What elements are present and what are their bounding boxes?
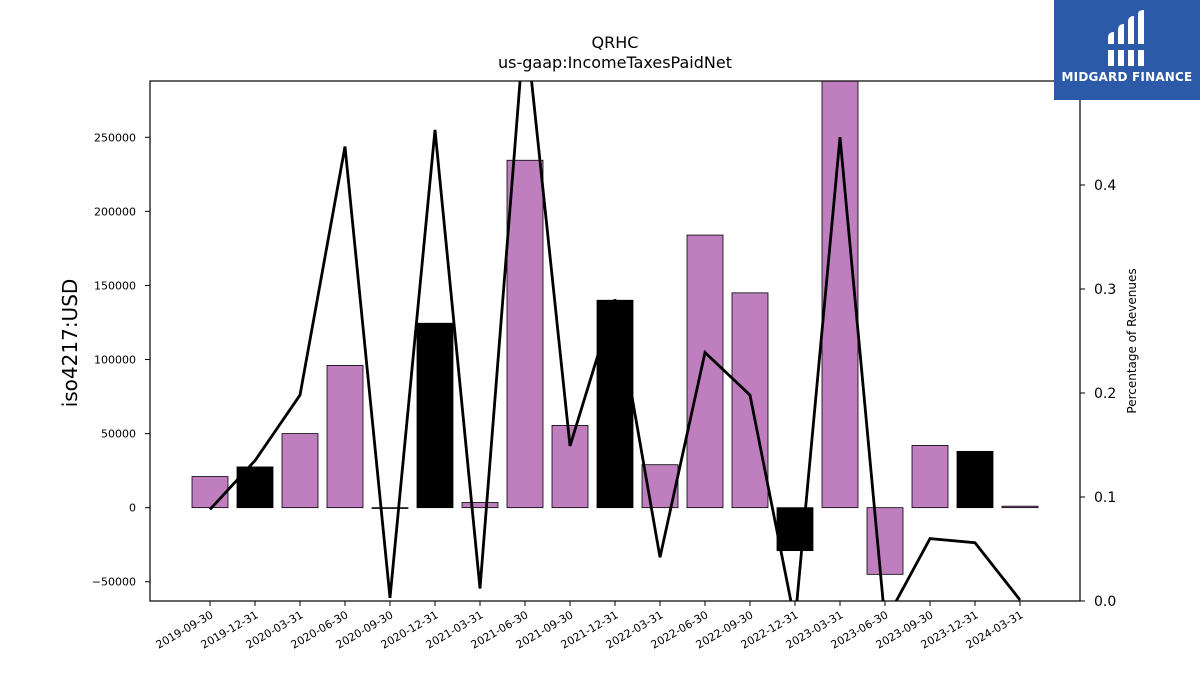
chart-title: QRHC <box>592 33 639 52</box>
bar-2020-06-30 <box>326 365 364 509</box>
y-tick-label: 50000 <box>101 428 136 441</box>
y-tick-label: 250000 <box>94 131 136 144</box>
y2-tick-label: 0.4 <box>1094 178 1116 194</box>
bar-2022-12-31 <box>776 507 814 552</box>
y2-tick-label: 0.2 <box>1094 386 1116 402</box>
bar-2019-09-30 <box>191 476 229 509</box>
bar-2022-06-30 <box>686 234 724 509</box>
y-tick-label: −50000 <box>92 576 136 589</box>
bar-2024-03-31 <box>1001 505 1039 509</box>
logo-text: MIDGARD FINANCE <box>1061 70 1193 84</box>
bar-2021-12-31 <box>596 299 634 509</box>
bar-2021-03-31 <box>461 502 499 509</box>
y-tick-label: 200000 <box>94 205 136 218</box>
y2-tick-label: 0.3 <box>1094 282 1116 298</box>
bar-2021-06-30 <box>506 159 544 509</box>
y-tick-label: 150000 <box>94 279 136 292</box>
chart-subtitle: us-gaap:IncomeTaxesPaidNet <box>498 53 732 72</box>
y2-tick-label: 0.0 <box>1094 594 1116 610</box>
bar-2023-09-30 <box>911 445 949 509</box>
revenue-percentage-line <box>208 81 1022 601</box>
y2-tick-label: 0.1 <box>1094 490 1116 506</box>
bar-2020-03-31 <box>281 433 319 509</box>
midgard-finance-logo: MIDGARD FINANCE <box>1054 0 1200 100</box>
y-tick-label: 0 <box>129 502 136 515</box>
bar-2020-09-30 <box>371 507 409 509</box>
y-axis-label: iso4217:USD <box>58 279 82 408</box>
bar-2023-06-30 <box>866 507 904 575</box>
logo-mark-icon <box>1108 10 1144 66</box>
bar-2023-12-31 <box>956 450 994 509</box>
y-tick-label: 100000 <box>94 354 136 367</box>
y2-axis-label: Percentage of Revenues <box>1125 268 1139 413</box>
bar-2020-12-31 <box>416 322 454 509</box>
